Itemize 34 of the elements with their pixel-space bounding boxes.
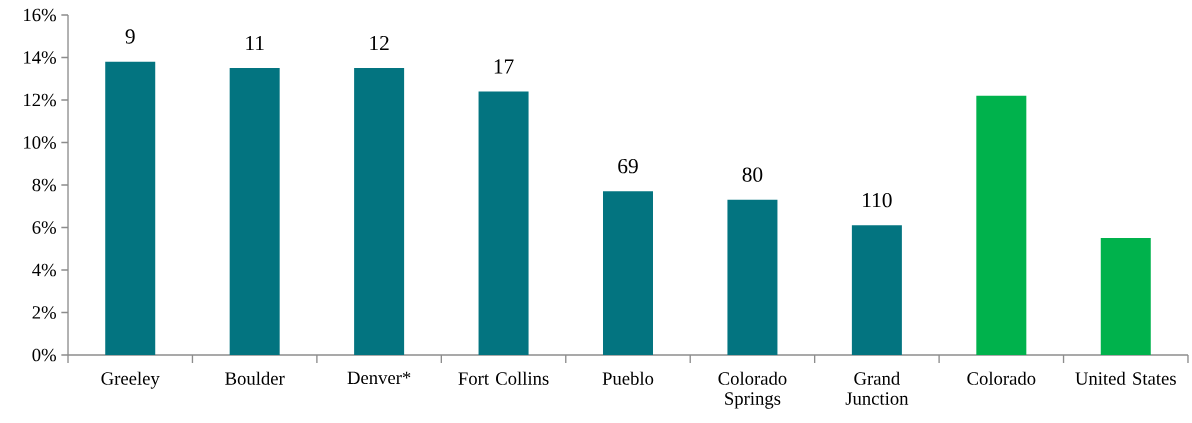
bar — [1100, 238, 1151, 355]
y-tick-label: 10% — [24, 136, 56, 149]
x-tick-label: Colorado Springs — [718, 371, 787, 409]
bar — [727, 199, 778, 355]
annotation: 80 — [742, 167, 763, 182]
y-tick-label: 2% — [32, 306, 56, 319]
annotation: 11 — [246, 36, 264, 51]
x-tick-label: Boulder — [225, 371, 285, 385]
y-tick-label: 8% — [32, 178, 56, 192]
annotation: 17 — [494, 59, 514, 74]
y-tick-label: 14% — [24, 51, 56, 64]
x-tick-label: Grand Junction — [845, 371, 909, 405]
x-tick-label: Denver* — [347, 371, 411, 385]
annotation: 12 — [370, 35, 389, 51]
bar — [354, 68, 405, 355]
x-tick-label: Colorado — [967, 371, 1036, 385]
y-tick-label: 6% — [32, 221, 56, 234]
y-tick-label: 4% — [32, 263, 56, 277]
y-tick-label: 16% — [24, 8, 56, 22]
y-tick-label: 0% — [32, 348, 56, 362]
bar — [105, 61, 156, 355]
bar — [976, 95, 1027, 355]
annotation: 69 — [618, 159, 638, 174]
annotation: 110 — [863, 192, 892, 208]
x-tick-label: Greeley — [101, 371, 160, 389]
x-tick-label: Pueblo — [602, 371, 654, 385]
annotation: 9 — [125, 29, 135, 44]
bar — [603, 191, 653, 355]
x-tick-label: United States — [1075, 371, 1176, 385]
y-tick-label: 12% — [24, 93, 56, 107]
bar — [229, 68, 280, 355]
bar — [478, 91, 529, 355]
x-tick-label: Fort Collins — [458, 371, 549, 385]
bar — [851, 225, 902, 355]
